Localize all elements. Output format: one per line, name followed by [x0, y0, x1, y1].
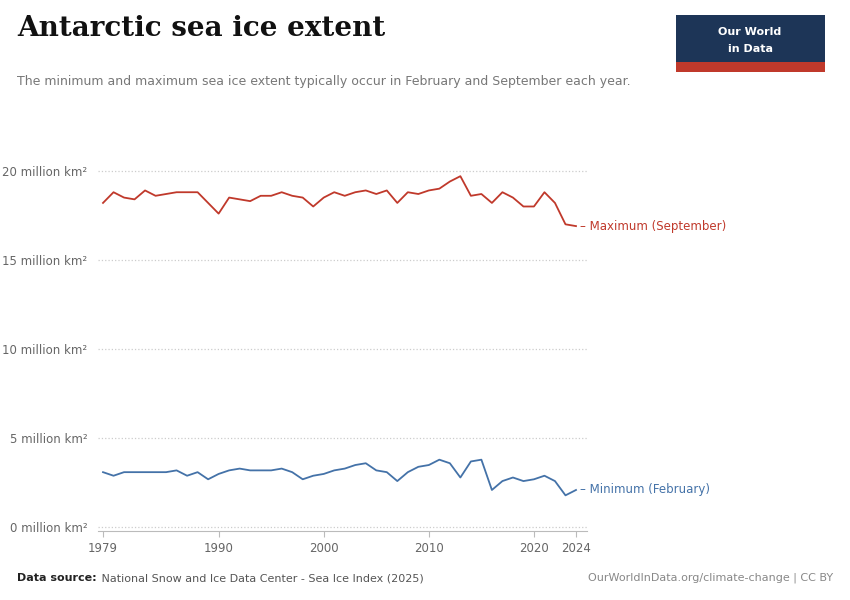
Text: Our World: Our World	[718, 27, 782, 37]
Text: OurWorldInData.org/climate-change | CC BY: OurWorldInData.org/climate-change | CC B…	[588, 572, 833, 583]
FancyBboxPatch shape	[676, 62, 824, 72]
Text: Antarctic sea ice extent: Antarctic sea ice extent	[17, 15, 385, 42]
Text: National Snow and Ice Data Center - Sea Ice Index (2025): National Snow and Ice Data Center - Sea …	[98, 573, 423, 583]
Text: in Data: in Data	[728, 44, 773, 54]
Text: The minimum and maximum sea ice extent typically occur in February and September: The minimum and maximum sea ice extent t…	[17, 75, 631, 88]
Text: – Minimum (February): – Minimum (February)	[581, 484, 711, 496]
FancyBboxPatch shape	[676, 15, 824, 72]
Text: Data source:: Data source:	[17, 573, 97, 583]
Text: – Maximum (September): – Maximum (September)	[581, 220, 727, 233]
